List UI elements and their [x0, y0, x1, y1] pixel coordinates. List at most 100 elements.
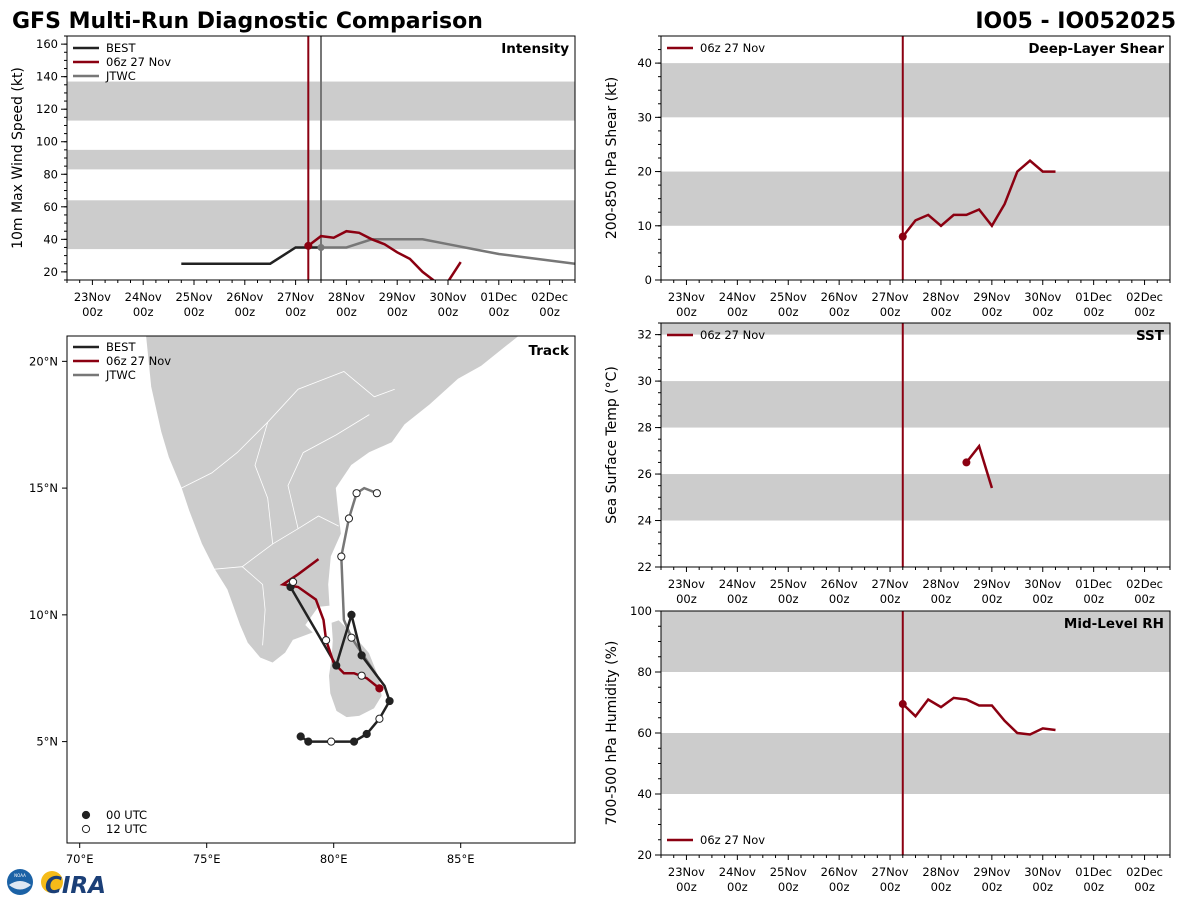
- track-point-extra: [288, 577, 298, 586]
- cira-logo-text: CIRA: [45, 873, 106, 899]
- track-xtick-label: 80°E: [320, 852, 348, 866]
- track-point-jtwc: [372, 489, 381, 498]
- rh-xtick-day: 02Dec: [1126, 865, 1163, 879]
- sst-band-0: [661, 474, 1170, 521]
- intensity-xtick-day: 30Nov: [429, 290, 466, 304]
- rh-xtick-hour: 00z: [982, 880, 1003, 894]
- track-panel-title: Track: [529, 343, 570, 359]
- track-point-best: [385, 696, 394, 706]
- intensity-ytick-label: 80: [43, 167, 58, 181]
- track-point-best: [347, 610, 356, 619]
- intensity-ytick-label: 20: [43, 265, 58, 279]
- intensity-xtick-day: 23Nov: [74, 290, 111, 304]
- sst-xtick-day: 24Nov: [719, 577, 756, 591]
- shear-xtick-day: 01Dec: [1075, 290, 1112, 304]
- sst-ytick-label: 26: [637, 467, 652, 481]
- shear-xtick-hour: 00z: [1134, 305, 1155, 319]
- track-marker-legend-symbol: [81, 824, 91, 834]
- sst-xtick-day: 01Dec: [1075, 577, 1112, 591]
- shear-xtick-day: 28Nov: [922, 290, 959, 304]
- shear-xtick-day: 30Nov: [1024, 290, 1061, 304]
- rh-band-1: [661, 611, 1170, 672]
- shear-run-start-point: [898, 232, 907, 241]
- intensity-legend-label: BEST: [106, 41, 136, 55]
- intensity-ytick-label: 100: [36, 135, 58, 149]
- shear-xtick-hour: 00z: [727, 305, 748, 319]
- intensity-xtick-day: 25Nov: [175, 290, 212, 304]
- cira-logo: NOAA CIRA: [7, 869, 106, 899]
- cira-globe-icon: [41, 871, 63, 893]
- shear-ytick-label: 20: [637, 165, 652, 179]
- sst-xtick-day: 30Nov: [1024, 577, 1061, 591]
- sst-xtick-day: 29Nov: [973, 577, 1010, 591]
- shear-xtick-day: 26Nov: [821, 290, 858, 304]
- track-point-best: [304, 737, 313, 746]
- shear-xtick-day: 24Nov: [719, 290, 756, 304]
- track-legend-label: JTWC: [105, 368, 136, 382]
- intensity-ylabel: 10m Max Wind Speed (kt): [10, 67, 26, 249]
- rh-band-0: [661, 733, 1170, 794]
- sst-ytick-label: 30: [637, 374, 652, 388]
- rh-panel-title: Mid-Level RH: [1064, 616, 1164, 632]
- rh-xtick-hour: 00z: [931, 880, 952, 894]
- intensity-xtick-day: 29Nov: [379, 290, 416, 304]
- rh-xtick-hour: 00z: [676, 880, 697, 894]
- sst-xtick-day: 02Dec: [1126, 577, 1163, 591]
- sst-xtick-hour: 00z: [1083, 592, 1104, 606]
- rh-xtick-day: 28Nov: [922, 865, 959, 879]
- rh-ytick-label: 60: [637, 726, 652, 740]
- track-point-best: [327, 737, 336, 746]
- sst-xtick-hour: 00z: [1032, 592, 1053, 606]
- intensity-xtick-hour: 00z: [539, 305, 560, 319]
- rh-ylabel: 700-500 hPa Humidity (%): [604, 641, 620, 826]
- shear-panel-title: Deep-Layer Shear: [1028, 41, 1164, 57]
- shear-ytick-label: 30: [637, 110, 652, 124]
- sst-xtick-day: 27Nov: [872, 577, 909, 591]
- track-marker-legend-symbol: [81, 810, 91, 820]
- intensity-xtick-hour: 00z: [285, 305, 306, 319]
- rh-xtick-day: 23Nov: [668, 865, 705, 879]
- rh-ytick-label: 20: [637, 848, 652, 862]
- sst-ytick-label: 24: [637, 514, 652, 528]
- intensity-run-start-point: [304, 241, 313, 250]
- intensity-xtick-hour: 00z: [488, 305, 509, 319]
- noaa-logo-text: NOAA: [14, 873, 26, 878]
- track-point-best: [332, 661, 341, 670]
- track-xtick-label: 70°E: [66, 852, 94, 866]
- rh-panel: 23Nov00z24Nov00z25Nov00z26Nov00z27Nov00z…: [604, 604, 1171, 894]
- sst-xtick-hour: 00z: [931, 592, 952, 606]
- track-point-best: [375, 714, 384, 723]
- track-point-best: [296, 732, 305, 741]
- track-legend-label: BEST: [106, 340, 136, 354]
- rh-xtick-hour: 00z: [727, 880, 748, 894]
- track-point-best: [349, 737, 359, 746]
- shear-band-1: [661, 63, 1170, 118]
- shear-ylabel: 200-850 hPa Shear (kt): [604, 77, 620, 239]
- sst-xtick-hour: 00z: [727, 592, 748, 606]
- track-point-extra: [357, 671, 366, 680]
- track-point-best: [362, 729, 371, 739]
- intensity-xtick-hour: 00z: [234, 305, 255, 319]
- state-border: [254, 422, 274, 544]
- intensity-xtick-hour: 00z: [387, 305, 408, 319]
- sst-xtick-hour: 00z: [676, 592, 697, 606]
- storm-id: IO05 - IO052025: [975, 9, 1176, 34]
- intensity-ytick-label: 140: [36, 70, 58, 84]
- intensity-panel: 23Nov00z24Nov00z25Nov00z26Nov00z27Nov00z…: [10, 35, 576, 319]
- track-point-extra: [321, 636, 331, 645]
- rh-xtick-hour: 00z: [1134, 880, 1155, 894]
- intensity-panel-title: Intensity: [501, 41, 569, 57]
- shear-ytick-label: 10: [637, 219, 652, 233]
- sst-panel: 23Nov00z24Nov00z25Nov00z26Nov00z27Nov00z…: [604, 322, 1171, 606]
- intensity-ytick-label: 120: [36, 102, 58, 116]
- rh-xtick-day: 27Nov: [872, 865, 909, 879]
- rh-xtick-day: 01Dec: [1075, 865, 1112, 879]
- intensity-ytick-label: 60: [43, 200, 58, 214]
- intensity-legend-label: JTWC: [105, 69, 136, 83]
- track-ytick-label: 10°N: [29, 608, 58, 622]
- track-legend-label: 06z 27 Nov: [106, 354, 171, 368]
- rh-xtick-day: 29Nov: [973, 865, 1010, 879]
- shear-xtick-hour: 00z: [982, 305, 1003, 319]
- intensity-series-run: [307, 229, 462, 280]
